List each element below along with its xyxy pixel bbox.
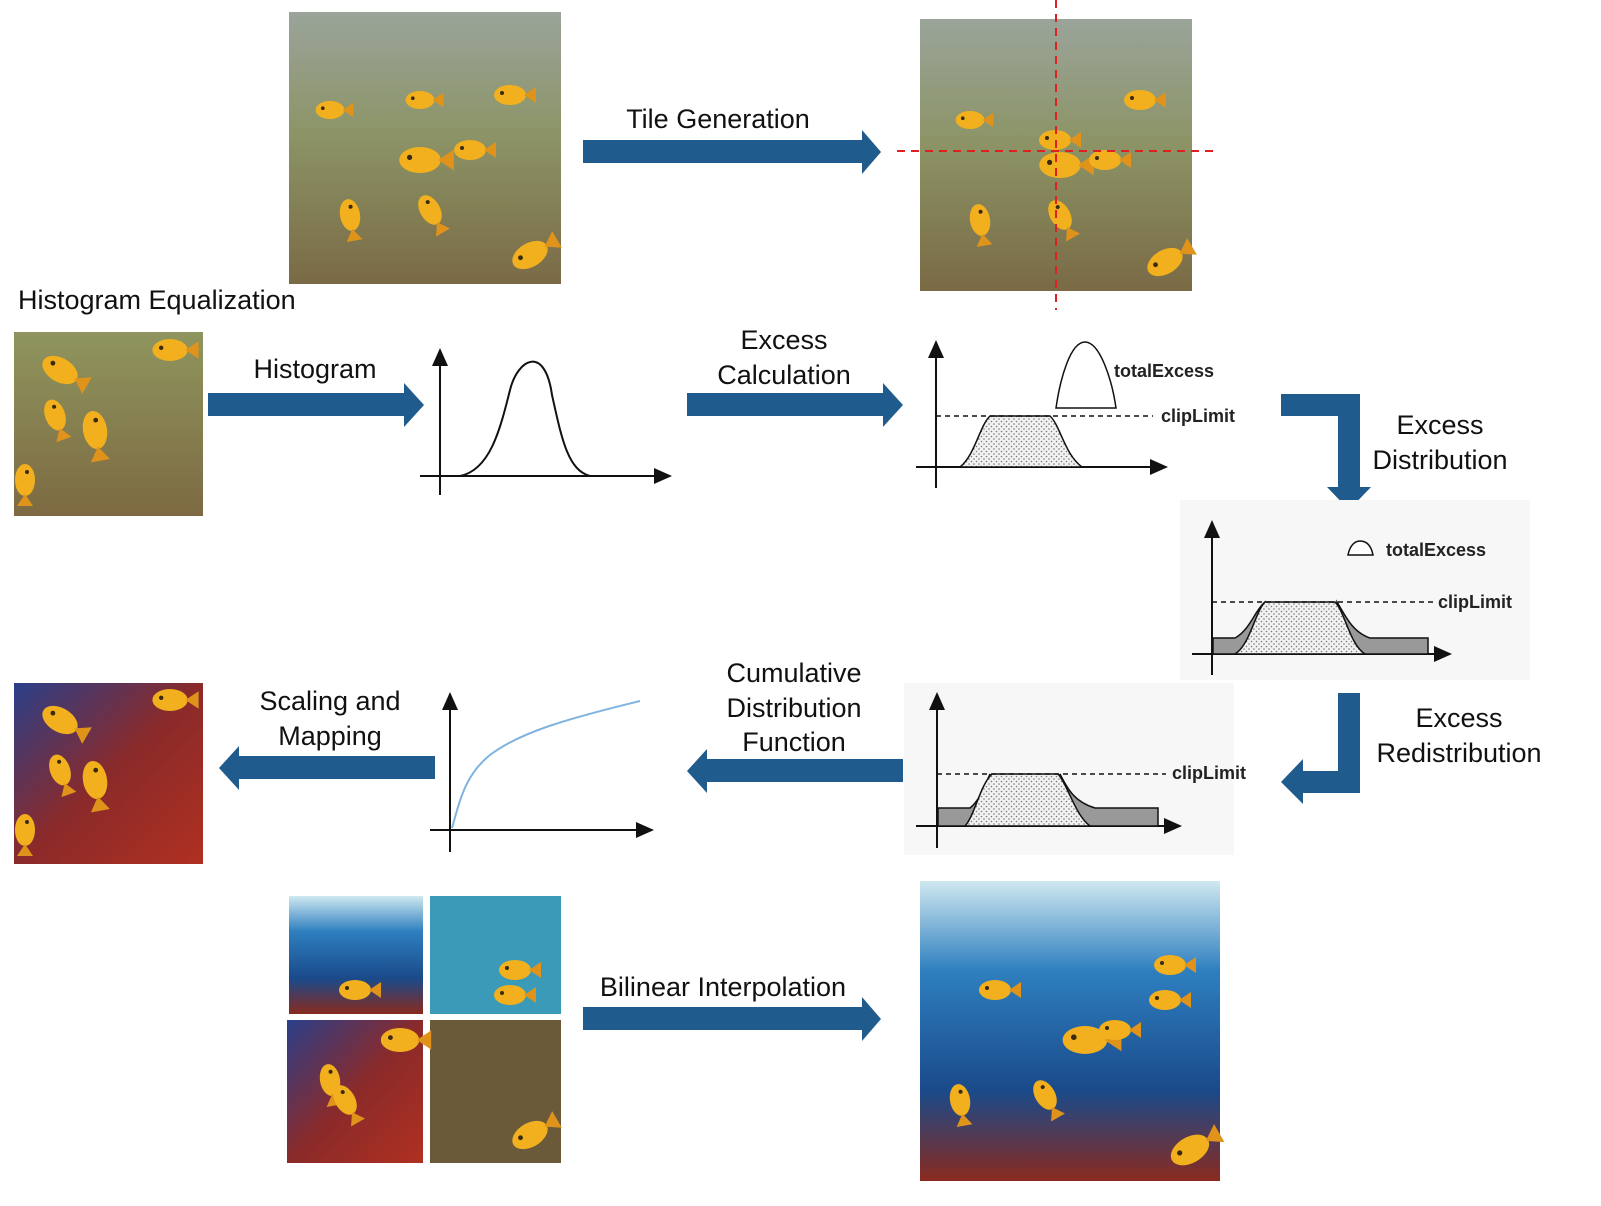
clip-limit-label-2: clipLimit <box>1438 592 1512 612</box>
clip-limit-label-3: clipLimit <box>1172 763 1246 783</box>
histogram-label: Histogram <box>253 354 376 384</box>
enhanced-tiles <box>287 896 564 1163</box>
excess-calculation-label-1: Excess <box>740 325 827 355</box>
excess-distribution-arrow <box>1281 394 1371 510</box>
redistributed-histogram-plot <box>904 683 1234 855</box>
bilinear-interpolation-label: Bilinear Interpolation <box>600 972 846 1002</box>
mapped-tile-image <box>14 683 203 864</box>
tile-generation-arrow <box>583 130 881 174</box>
scaling-mapping-arrow <box>219 746 435 790</box>
histogram-plot <box>420 348 672 495</box>
cdf-arrow <box>687 749 903 793</box>
histogram-arrow <box>208 383 424 427</box>
tile-generation-label: Tile Generation <box>626 104 810 134</box>
cdf-label-3: Function <box>742 727 846 757</box>
total-excess-label-1: totalExcess <box>1114 361 1214 381</box>
excess-redistribution-arrow <box>1281 693 1360 804</box>
excess-calculation-label-2: Calculation <box>717 360 851 390</box>
excess-distribution-label-2: Distribution <box>1372 445 1507 475</box>
histogram-equalization-label: Histogram Equalization <box>18 285 296 315</box>
clipped-histogram-plot <box>916 340 1168 488</box>
distributed-histogram-plot <box>1180 500 1530 680</box>
excess-redistribution-label-1: Excess <box>1415 703 1502 733</box>
total-excess-label-2: totalExcess <box>1386 540 1486 560</box>
bilinear-interpolation-arrow <box>583 997 881 1041</box>
excess-redistribution-label-2: Redistribution <box>1376 738 1541 768</box>
tile-grid-lines <box>897 0 1217 310</box>
cdf-label-1: Cumulative <box>726 658 861 688</box>
tile-image <box>14 332 203 516</box>
clip-limit-label-1: clipLimit <box>1161 406 1235 426</box>
cdf-label-2: Distribution <box>726 693 861 723</box>
scaling-label-2: Mapping <box>278 721 382 751</box>
cdf-plot <box>430 692 654 852</box>
scaling-label-1: Scaling and <box>259 686 400 716</box>
excess-calculation-arrow <box>687 383 903 427</box>
tiled-image <box>920 19 1199 291</box>
original-image <box>289 12 564 284</box>
enhanced-result-image <box>920 881 1226 1181</box>
excess-distribution-label-1: Excess <box>1396 410 1483 440</box>
